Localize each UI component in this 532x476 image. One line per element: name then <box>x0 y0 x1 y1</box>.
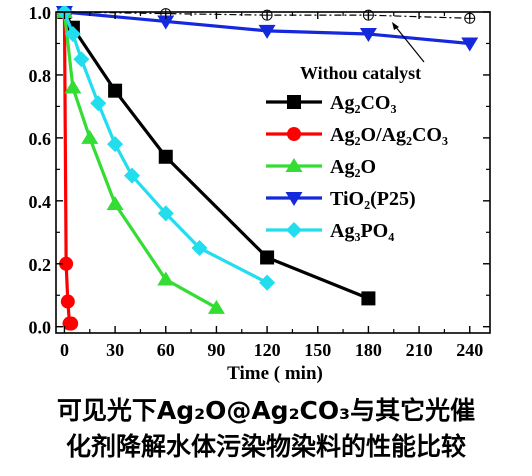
plot-area <box>56 6 479 331</box>
legend-marker-4 <box>286 222 302 238</box>
x-tick-label-8: 240 <box>456 340 483 360</box>
annotation-arrowhead <box>392 22 399 30</box>
x-tick-label-1: 30 <box>106 340 124 360</box>
data-point-5-6 <box>157 205 174 222</box>
data-point-2-4 <box>64 316 79 331</box>
axes-frame <box>55 11 491 334</box>
data-point-1-5 <box>361 291 376 306</box>
data-point-5-4 <box>107 136 124 153</box>
legend-item-0: Ag₂CO₃ <box>266 92 396 114</box>
x-tick-label-2: 60 <box>157 340 175 360</box>
series-line-3 <box>62 11 218 310</box>
chart: 0 30 60 90 120 150 180 210 240 Time ( min) 0.0 0.2 0… <box>29 3 491 384</box>
data-point-3-2 <box>81 129 99 144</box>
y-tick-label-0: 0.0 <box>29 318 52 338</box>
data-point-4-2 <box>258 24 276 39</box>
legend-item-4: Ag₃PO₄ <box>266 220 394 242</box>
x-tick-label-7: 210 <box>406 340 433 360</box>
annotation-arrow <box>394 25 425 63</box>
legend-marker-2 <box>285 158 303 172</box>
x-axis-title: Time ( min) <box>227 363 323 384</box>
legend-marker-1 <box>287 127 301 141</box>
data-point-4-4 <box>461 37 479 52</box>
data-point-3-4 <box>157 271 175 286</box>
legend-label-2: Ag₂O <box>330 156 376 178</box>
legend-marker-0 <box>287 95 301 109</box>
series-3 <box>56 6 225 314</box>
y-tick-label-3: 0.6 <box>29 129 52 149</box>
caption-line-1: 可见光下Ag₂O@Ag₂CO₃与其它光催 <box>56 396 476 425</box>
data-point-5-7 <box>191 240 208 257</box>
data-point-2-2 <box>60 294 75 309</box>
data-point-1-2 <box>108 83 123 98</box>
x-tick-label-4: 120 <box>254 340 281 360</box>
y-tick-label-2: 0.4 <box>29 192 52 212</box>
x-tick-label-5: 150 <box>304 340 331 360</box>
axes: 0 30 60 90 120 150 180 210 240 Time ( min) 0.0 0.2 0… <box>29 3 491 384</box>
legend-label-3: TiO₂(P25) <box>330 188 416 210</box>
data-point-5-3 <box>90 95 107 112</box>
x-tick-label-6: 180 <box>355 340 382 360</box>
data-point-5-1 <box>64 26 81 43</box>
data-point-1-3 <box>158 149 173 164</box>
y-tick-label-4: 0.8 <box>29 66 52 86</box>
legend-label-1: Ag₂O/Ag₂CO₃ <box>330 124 448 146</box>
data-point-5-5 <box>123 167 140 184</box>
data-point-3-1 <box>64 79 82 94</box>
y-tick-label-5: 1.0 <box>29 3 52 23</box>
data-point-1-4 <box>260 250 275 265</box>
x-tick-label-0: 0 <box>60 340 69 360</box>
annotation-withou-catalyst: Withou catalyst <box>300 63 421 83</box>
data-point-5-2 <box>73 51 90 68</box>
data-point-2-1 <box>59 256 74 271</box>
legend: Ag₂CO₃ Ag₂O/Ag₂CO₃ Ag₂O TiO₂(P25) Ag₃PO₄ <box>266 92 448 242</box>
data-point-4-3 <box>359 28 377 43</box>
data-point-4-1 <box>157 15 175 30</box>
legend-label-0: Ag₂CO₃ <box>330 92 396 114</box>
caption-line-2: 化剂降解水体污染物染料的性能比较 <box>65 432 466 461</box>
series-1 <box>57 6 376 306</box>
legend-item-1: Ag₂O/Ag₂CO₃ <box>266 124 448 146</box>
legend-marker-3 <box>285 192 303 206</box>
x-tick-label-3: 90 <box>207 340 225 360</box>
series-5 <box>56 6 276 291</box>
legend-label-4: Ag₃PO₄ <box>330 220 394 242</box>
legend-item-2: Ag₂O <box>266 156 376 178</box>
data-point-3-3 <box>106 195 124 210</box>
data-point-3-5 <box>207 299 225 314</box>
legend-item-3: TiO₂(P25) <box>266 188 416 210</box>
data-point-5-8 <box>259 274 276 291</box>
y-tick-label-1: 0.2 <box>29 255 52 275</box>
